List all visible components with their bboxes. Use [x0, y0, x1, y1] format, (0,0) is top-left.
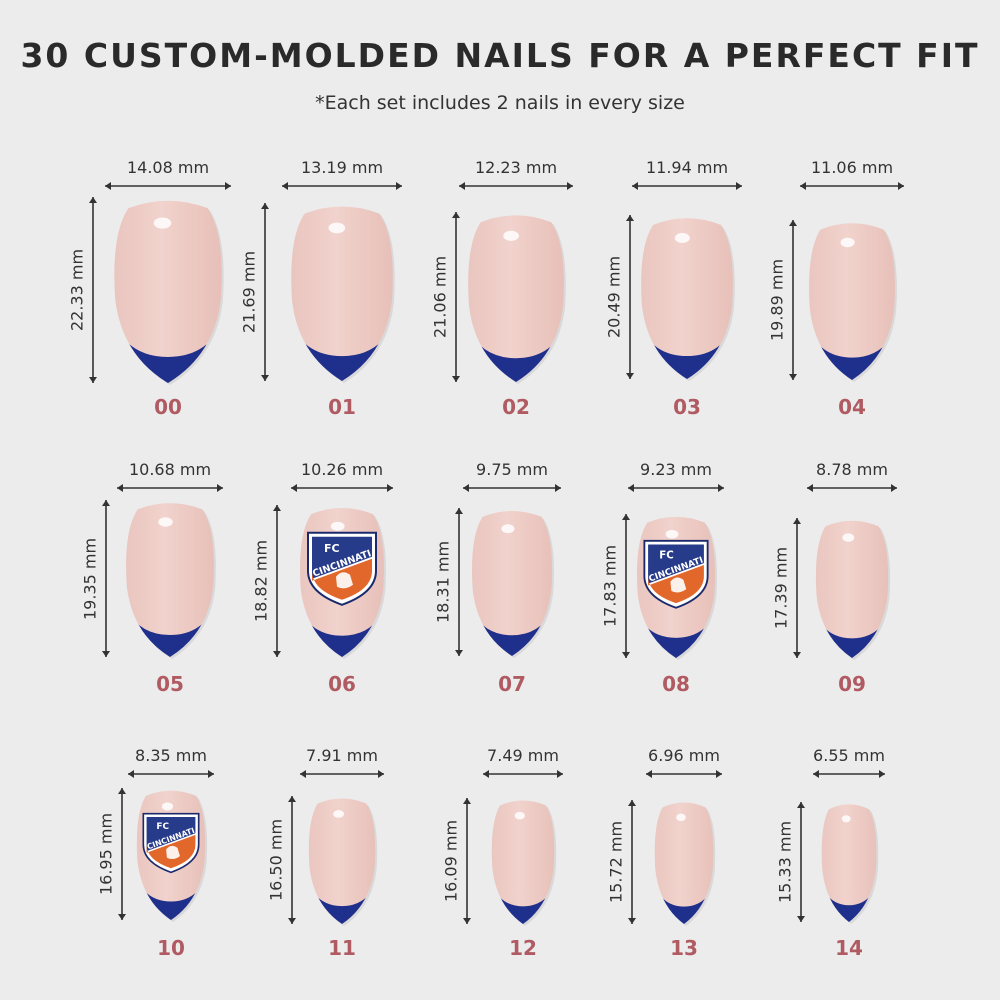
width-label: 10.26 mm	[300, 460, 384, 479]
nail-12	[491, 800, 557, 926]
height-arrow	[793, 518, 801, 658]
width-arrow	[459, 182, 573, 190]
width-arrow	[128, 770, 214, 778]
width-arrow	[813, 770, 885, 778]
height-arrow	[797, 802, 805, 922]
height-label: 19.35 mm	[80, 537, 100, 620]
height-label: 21.06 mm	[430, 255, 450, 339]
height-arrow	[463, 798, 471, 924]
height-arrow	[89, 197, 97, 383]
height-arrow	[622, 514, 630, 658]
size-number: 08	[662, 672, 690, 696]
size-number: 06	[328, 672, 356, 696]
nail-03	[641, 218, 735, 381]
width-arrow	[483, 770, 563, 778]
size-number: 11	[328, 936, 356, 960]
nail-13	[654, 802, 716, 926]
nail-04	[809, 223, 897, 382]
height-arrow	[455, 508, 463, 656]
width-arrow	[800, 182, 904, 190]
size-number: 04	[838, 395, 866, 419]
size-number: 13	[670, 936, 698, 960]
height-arrow	[273, 505, 281, 657]
svg-text:FC: FC	[659, 550, 673, 561]
width-label: 14.08 mm	[126, 158, 210, 177]
width-arrow	[807, 484, 897, 492]
svg-text:FC: FC	[156, 822, 169, 832]
height-arrow	[626, 215, 634, 379]
height-label: 19.89 mm	[767, 258, 787, 342]
width-arrow	[117, 484, 223, 492]
width-label: 10.68 mm	[128, 460, 212, 479]
size-number: 02	[502, 395, 530, 419]
height-label: 18.31 mm	[433, 540, 453, 624]
width-label: 7.49 mm	[487, 746, 559, 765]
width-label: 11.06 mm	[810, 158, 894, 177]
width-arrow	[300, 770, 384, 778]
height-label: 20.49 mm	[604, 255, 624, 339]
width-label: 9.75 mm	[476, 460, 548, 479]
svg-text:FC: FC	[324, 542, 340, 555]
size-number: 07	[498, 672, 526, 696]
nail-00	[114, 200, 224, 385]
size-number: 01	[328, 395, 356, 419]
height-arrow	[628, 800, 636, 924]
width-arrow	[282, 182, 402, 190]
width-arrow	[646, 770, 722, 778]
page-title: 30 CUSTOM-MOLDED NAILS FOR A PERFECT FIT	[20, 36, 980, 75]
height-label: 16.09 mm	[441, 819, 461, 903]
height-arrow	[288, 796, 296, 924]
width-arrow	[291, 484, 393, 492]
width-label: 9.23 mm	[640, 460, 712, 479]
size-number: 14	[835, 936, 863, 960]
height-label: 21.69 mm	[239, 250, 259, 334]
size-number: 03	[673, 395, 701, 419]
width-label: 8.35 mm	[135, 746, 207, 765]
width-label: 13.19 mm	[300, 158, 384, 177]
height-label: 17.39 mm	[771, 546, 791, 630]
height-arrow	[789, 220, 797, 380]
page-subtitle: *Each set includes 2 nails in every size	[315, 92, 685, 114]
width-label: 6.55 mm	[813, 746, 885, 765]
height-label: 15.33 mm	[775, 820, 795, 904]
height-arrow	[452, 212, 460, 382]
nail-11	[308, 798, 378, 926]
width-arrow	[632, 182, 742, 190]
height-label: 22.33 mm	[67, 248, 87, 332]
nail-09	[815, 520, 891, 660]
width-label: 6.96 mm	[648, 746, 720, 765]
size-number: 09	[838, 672, 866, 696]
nail-14	[821, 804, 879, 924]
height-arrow	[102, 500, 110, 657]
height-label: 18.82 mm	[251, 539, 271, 623]
size-number: 12	[509, 936, 537, 960]
nail-07	[471, 510, 555, 658]
height-arrow	[261, 203, 269, 381]
height-label: 15.72 mm	[606, 820, 626, 904]
width-label: 8.78 mm	[816, 460, 888, 479]
size-number: 10	[157, 936, 185, 960]
width-label: 12.23 mm	[474, 158, 558, 177]
width-label: 7.91 mm	[306, 746, 378, 765]
width-label: 11.94 mm	[645, 158, 729, 177]
height-arrow	[118, 788, 126, 920]
width-arrow	[628, 484, 724, 492]
height-label: 17.83 mm	[600, 544, 620, 628]
size-number: 05	[156, 672, 184, 696]
size-number: 00	[154, 395, 182, 419]
height-label: 16.95 mm	[96, 812, 116, 896]
nail-05	[126, 503, 216, 659]
nail-02	[468, 215, 566, 384]
width-arrow	[463, 484, 561, 492]
height-label: 16.50 mm	[266, 818, 286, 902]
nail-01	[291, 206, 395, 383]
width-arrow	[105, 182, 231, 190]
